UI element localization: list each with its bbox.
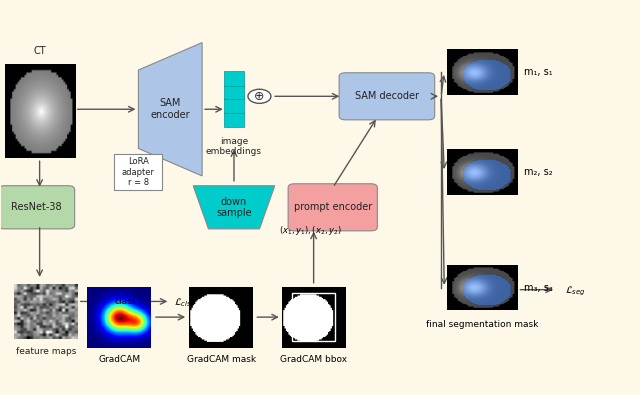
Text: $(x_1, y_1), (x_2, y_2)$: $(x_1, y_1), (x_2, y_2)$ <box>279 224 342 237</box>
Text: SAM decoder: SAM decoder <box>355 91 419 101</box>
Text: ResNet-38: ResNet-38 <box>11 202 61 212</box>
Bar <box>225 71 244 86</box>
Text: prompt encoder: prompt encoder <box>294 202 372 212</box>
Text: CT: CT <box>33 46 46 56</box>
Text: m₁, s₁: m₁, s₁ <box>524 67 552 77</box>
FancyBboxPatch shape <box>288 184 378 231</box>
Text: class: class <box>115 297 137 306</box>
Circle shape <box>248 89 271 103</box>
Text: SAM
encoder: SAM encoder <box>150 98 190 120</box>
Text: $\mathcal{L}_{cls}$: $\mathcal{L}_{cls}$ <box>174 296 192 309</box>
Bar <box>225 85 244 100</box>
Polygon shape <box>193 186 275 229</box>
Text: final segmentation mask: final segmentation mask <box>426 320 539 329</box>
FancyBboxPatch shape <box>339 73 435 120</box>
Text: down
sample: down sample <box>216 196 252 218</box>
Bar <box>115 154 163 190</box>
Text: ⊕: ⊕ <box>254 90 265 103</box>
Polygon shape <box>138 43 202 176</box>
Text: LoRA
adapter
r = 8: LoRA adapter r = 8 <box>122 157 155 187</box>
Text: GradCAM mask: GradCAM mask <box>187 356 256 364</box>
Bar <box>225 98 244 113</box>
Text: GradCAM: GradCAM <box>98 356 140 364</box>
Text: m₃, s₃: m₃, s₃ <box>524 283 553 293</box>
FancyBboxPatch shape <box>0 186 75 229</box>
Bar <box>225 112 244 127</box>
Text: m₂, s₂: m₂, s₂ <box>524 167 552 177</box>
Text: $\mathcal{L}_{seg}$: $\mathcal{L}_{seg}$ <box>564 284 585 297</box>
Text: GradCAM bbox: GradCAM bbox <box>280 356 347 364</box>
Text: image
embeddings: image embeddings <box>206 137 262 156</box>
Text: feature maps: feature maps <box>16 346 76 356</box>
